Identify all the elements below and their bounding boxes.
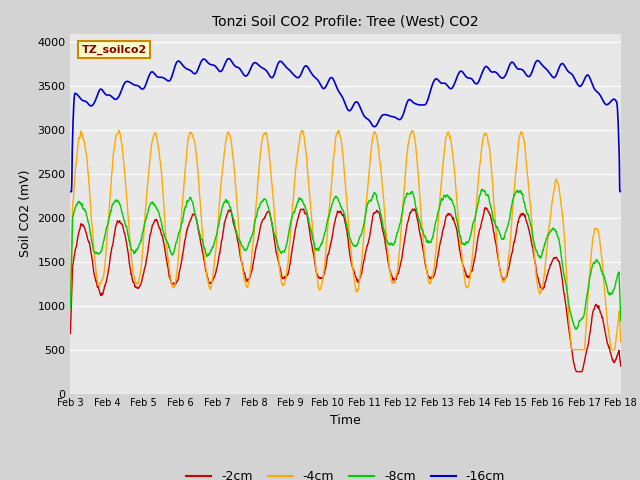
-4cm [300,136,308,142]
-2cm [321,267,329,273]
Line: -8cm: -8cm [70,189,621,329]
-8cm [312,246,319,252]
-8cm [67,305,74,311]
Text: TZ_soilco2: TZ_soilco2 [81,44,147,55]
-16cm [312,75,319,81]
Title: Tonzi Soil CO2 Profile: Tree (West) CO2: Tonzi Soil CO2 Profile: Tree (West) CO2 [212,14,479,28]
Line: -2cm: -2cm [70,208,621,372]
-4cm [109,155,117,161]
-2cm [380,231,387,237]
-2cm [300,207,308,213]
-16cm [109,95,117,101]
-4cm [115,128,123,133]
-2cm [617,363,625,369]
-8cm [380,226,387,231]
-2cm [132,284,140,289]
-4cm [617,339,625,345]
-16cm [225,56,232,61]
-8cm [321,228,329,234]
-2cm [481,205,489,211]
-16cm [67,189,74,194]
-4cm [380,201,388,206]
-4cm [312,263,319,268]
-8cm [617,318,625,324]
Legend: -2cm, -4cm, -8cm, -16cm: -2cm, -4cm, -8cm, -16cm [181,465,510,480]
-8cm [572,326,580,332]
-2cm [573,369,580,374]
-16cm [380,112,388,118]
-2cm [109,241,117,247]
-16cm [132,83,140,88]
-2cm [312,262,319,268]
-4cm [132,279,140,285]
-16cm [300,64,308,70]
-16cm [617,189,625,194]
-4cm [568,347,576,353]
Y-axis label: Soil CO2 (mV): Soil CO2 (mV) [19,170,32,257]
-16cm [322,84,330,90]
-4cm [67,305,74,311]
-8cm [478,186,486,192]
-2cm [67,330,74,336]
-8cm [300,202,308,208]
Line: -16cm: -16cm [70,59,621,192]
-8cm [132,250,140,255]
-4cm [322,252,330,258]
-8cm [109,201,117,207]
X-axis label: Time: Time [330,414,361,427]
Line: -4cm: -4cm [70,131,621,350]
